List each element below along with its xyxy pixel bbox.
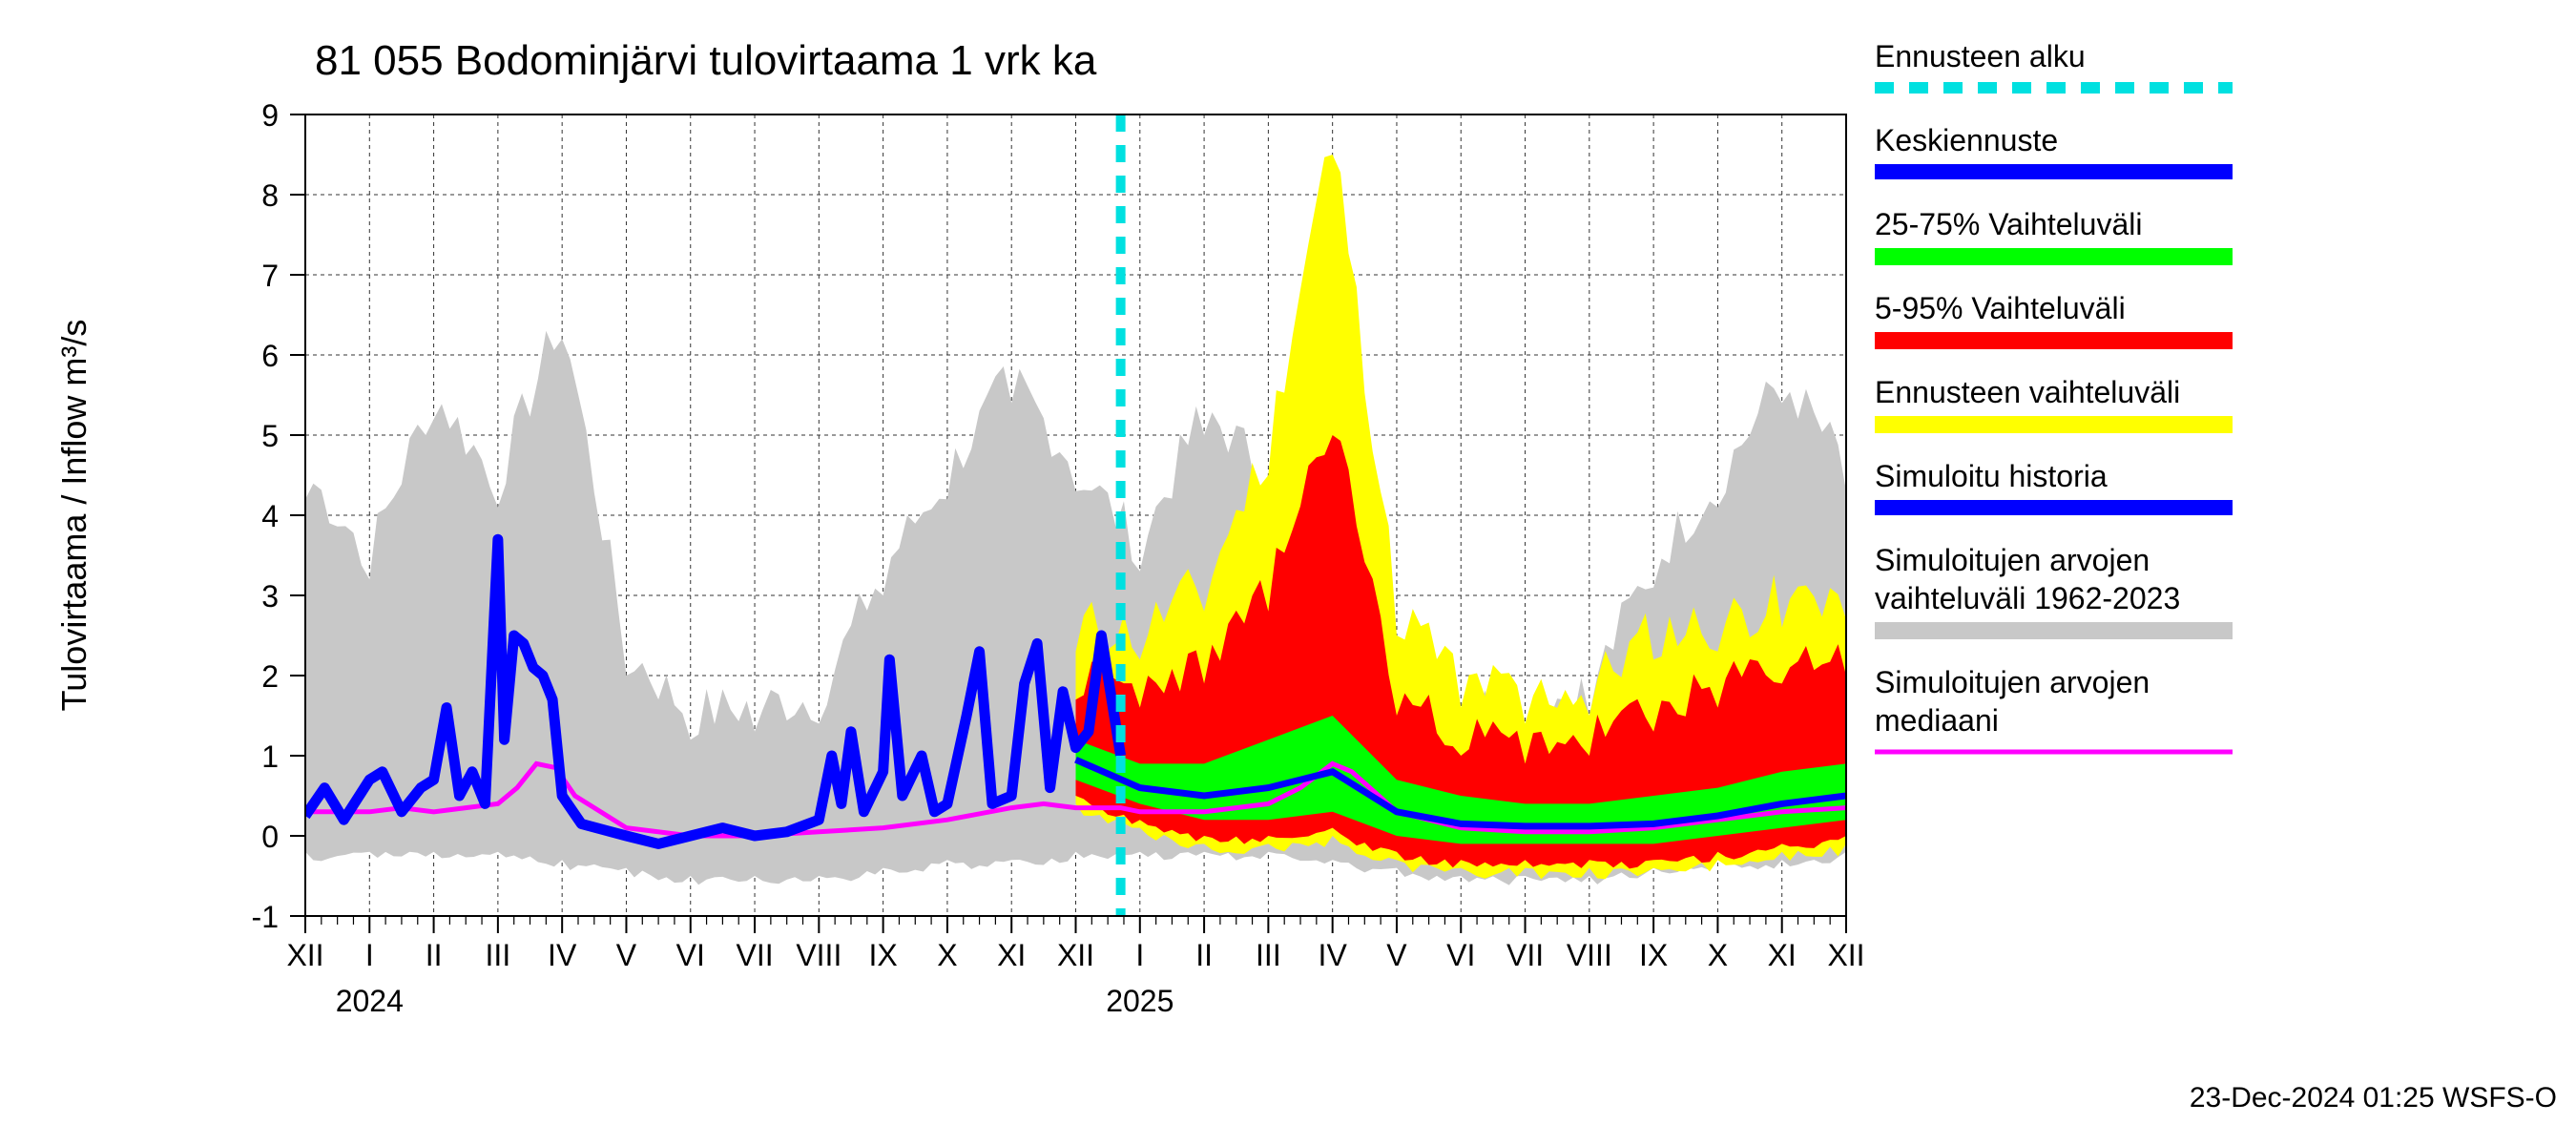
x-tick-label: XII [1057,938,1094,972]
legend-label: Ennusteen vaihteluväli [1875,375,2180,409]
chart-container: -10123456789Tulovirtaama / Inflow m³/sXI… [0,0,2576,1145]
x-year-label: 2024 [336,984,404,1018]
plot-group [305,114,1846,916]
y-tick-label: -1 [252,900,279,934]
y-tick-label: 3 [261,579,279,614]
x-tick-label: II [1195,938,1213,972]
legend-label: 5-95% Vaihteluväli [1875,291,2126,325]
chart-svg: -10123456789Tulovirtaama / Inflow m³/sXI… [0,0,2576,1145]
x-tick-label: X [937,938,957,972]
chart-title: 81 055 Bodominjärvi tulovirtaama 1 vrk k… [315,37,1097,84]
x-tick-label: V [1386,938,1407,972]
legend-swatch [1875,248,2233,265]
x-tick-label: IV [548,938,577,972]
legend-swatch [1875,332,2233,349]
y-tick-label: 8 [261,178,279,213]
legend-label: Ennusteen alku [1875,39,2086,73]
legend-label: Simuloitujen arvojen [1875,665,2150,699]
x-tick-label: I [365,938,374,972]
x-tick-label: IV [1319,938,1348,972]
x-tick-label: X [1708,938,1728,972]
legend-label: 25-75% Vaihteluväli [1875,207,2142,241]
y-tick-label: 1 [261,739,279,774]
x-tick-label: IX [869,938,898,972]
legend-swatch [1875,622,2233,639]
y-axis-label: Tulovirtaama / Inflow m³/s [54,320,93,712]
x-year-label: 2025 [1106,984,1174,1018]
x-tick-label: VI [676,938,705,972]
y-tick-label: 9 [261,98,279,133]
x-tick-label: XI [1768,938,1797,972]
y-tick-label: 7 [261,259,279,293]
x-tick-label: XII [286,938,323,972]
legend-label: vaihteluväli 1962-2023 [1875,581,2180,615]
y-tick-label: 5 [261,419,279,453]
legend-label: Simuloitujen arvojen [1875,543,2150,577]
x-tick-label: VII [1506,938,1544,972]
legend-swatch [1875,416,2233,433]
footer-timestamp: 23-Dec-2024 01:25 WSFS-O [2190,1082,2557,1114]
x-tick-label: I [1135,938,1144,972]
x-tick-label: XII [1827,938,1864,972]
legend-swatch [1875,500,2233,515]
legend-label: Simuloitu historia [1875,459,2108,493]
x-tick-label: II [426,938,443,972]
legend-label: mediaani [1875,703,1999,738]
x-tick-label: III [486,938,511,972]
x-tick-label: VIII [796,938,841,972]
legend-swatch [1875,164,2233,179]
x-tick-label: VI [1446,938,1475,972]
x-tick-label: VIII [1567,938,1612,972]
y-tick-label: 4 [261,499,279,533]
y-tick-label: 2 [261,659,279,694]
legend-label: Keskiennuste [1875,123,2058,157]
x-tick-label: V [616,938,637,972]
y-tick-label: 6 [261,339,279,373]
x-tick-label: III [1256,938,1281,972]
x-tick-label: IX [1639,938,1668,972]
y-tick-label: 0 [261,820,279,854]
x-tick-label: VII [736,938,773,972]
x-tick-label: XI [997,938,1026,972]
